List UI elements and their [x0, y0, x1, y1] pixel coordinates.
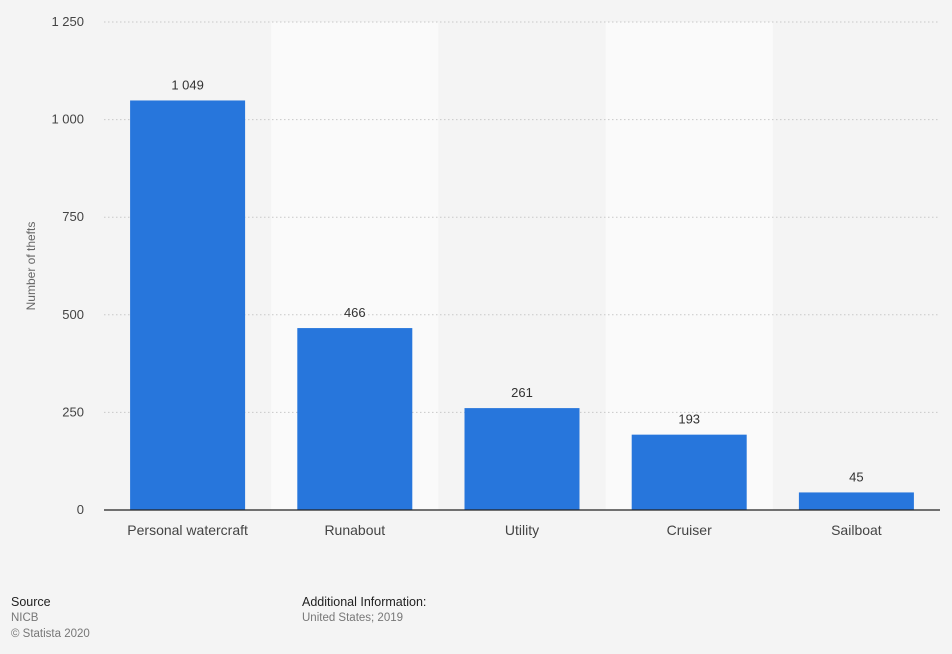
value-label: 466	[344, 305, 366, 320]
bar[interactable]	[464, 408, 580, 510]
x-tick-label: Personal watercraft	[127, 522, 248, 538]
bar[interactable]	[631, 434, 747, 510]
x-tick-label: Utility	[505, 522, 539, 538]
x-tick-label: Sailboat	[831, 522, 882, 538]
x-tick-label: Runabout	[324, 522, 385, 538]
additional-info-heading: Additional Information:	[302, 595, 427, 609]
y-axis-label: Number of thefts	[24, 222, 38, 311]
category-band	[605, 22, 773, 510]
additional-info-block: Additional Information: United States; 2…	[302, 594, 426, 626]
y-axis-ticks: 0 250 500 750 1 000 1 250	[51, 14, 84, 517]
source-heading: Source	[11, 595, 51, 609]
copyright: © Statista 2020	[11, 628, 90, 640]
source-name: NICB	[11, 612, 39, 624]
y-tick-label: 500	[62, 307, 84, 322]
bars	[130, 100, 914, 510]
x-tick-label: Cruiser	[667, 522, 712, 538]
bar[interactable]	[798, 492, 914, 510]
y-tick-label: 750	[62, 209, 84, 224]
bar[interactable]	[297, 328, 413, 510]
source-block: Source NICB © Statista 2020	[11, 594, 90, 642]
y-tick-label: 1 250	[51, 14, 84, 29]
gridlines	[104, 21, 940, 413]
value-label: 261	[511, 385, 533, 400]
value-label: 1 049	[171, 77, 204, 92]
y-tick-label: 250	[62, 404, 84, 419]
bar[interactable]	[130, 100, 246, 510]
additional-info-text: United States; 2019	[302, 612, 404, 624]
y-tick-label: 0	[77, 502, 84, 517]
bar-chart: 0 250 500 750 1 000 1 250 1 049 466 261 193 45 Pe…	[24, 14, 940, 538]
x-axis-ticks: Personal watercraft Runabout Utility Cruise…	[127, 522, 882, 538]
value-labels: 1 049 466 261 193 45	[171, 77, 863, 484]
value-label: 45	[849, 469, 863, 484]
value-label: 193	[678, 412, 700, 427]
y-tick-label: 1 000	[51, 112, 84, 127]
